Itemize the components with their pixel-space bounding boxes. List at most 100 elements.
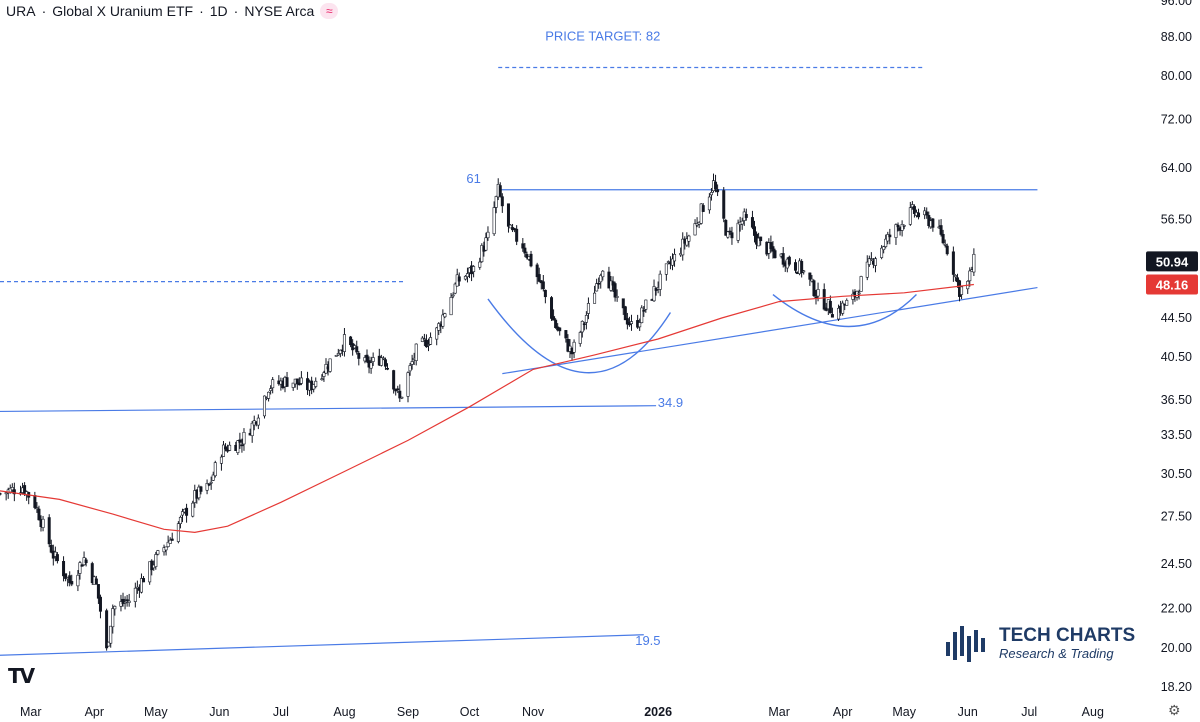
market-status-icon[interactable]: ≈ — [320, 3, 339, 19]
candle-body — [509, 224, 513, 229]
price-tick-label: 22.00 — [1161, 602, 1192, 616]
candle-body — [537, 274, 541, 282]
candle-body — [506, 203, 510, 227]
candle-body — [625, 318, 629, 325]
candle-body — [652, 286, 656, 302]
candle-body — [724, 220, 728, 236]
price-badge — [1146, 251, 1198, 272]
candle-body — [816, 289, 820, 297]
candle-body — [84, 559, 88, 564]
time-tick-label: Mar — [768, 705, 790, 719]
candle-body — [960, 286, 964, 295]
candle-body — [191, 502, 195, 517]
candle-body — [166, 541, 170, 547]
candles-layer — [0, 173, 976, 651]
candle-body — [550, 297, 554, 319]
candle-body — [521, 243, 525, 249]
candle-body — [716, 189, 720, 193]
candle-body — [578, 332, 582, 344]
rounding-bottom-arc — [772, 294, 917, 328]
candle-body — [972, 253, 976, 273]
candle-body — [178, 516, 182, 524]
brand-text: TECH CHARTS Research & Trading — [999, 626, 1135, 662]
candle-body — [199, 486, 203, 492]
candle-body — [322, 372, 326, 377]
price-tick-label: 40.50 — [1161, 350, 1192, 364]
candle-body — [154, 554, 158, 567]
time-tick-label: Sep — [397, 705, 419, 719]
candle-body — [824, 307, 828, 311]
candle-body — [681, 238, 685, 256]
candle-body — [465, 273, 469, 278]
candle-body — [314, 380, 318, 387]
candle-body — [943, 244, 947, 246]
annotation-label: 19.5 — [635, 633, 660, 648]
candle-body — [449, 297, 453, 316]
price-axis[interactable]: 96.00 88.00 80.00 72.00 64.00 56.50 44.50 40.50… — [1146, 0, 1198, 694]
candle-body — [554, 319, 558, 328]
candle-body — [865, 261, 869, 278]
rounding-bottom-arc — [487, 298, 672, 374]
candle-body — [910, 204, 914, 208]
candle-body — [107, 641, 111, 647]
interval-label: 1D — [209, 3, 228, 19]
price-tick-label: 33.50 — [1161, 428, 1192, 442]
candle-body — [94, 578, 98, 585]
candle-body — [917, 212, 921, 218]
candle-body — [492, 207, 496, 235]
candle-body — [357, 352, 361, 359]
candle-body — [523, 247, 527, 254]
annotation-labels-layer: PRICE TARGET: 82 61 34.9 19.5 — [466, 29, 683, 648]
candle-body — [769, 242, 773, 249]
candle-body — [139, 578, 143, 593]
chart-header[interactable]: URA · Global X Uranium ETF · 1D · NYSE A… — [6, 3, 339, 19]
candle-body — [472, 266, 476, 273]
candle-body — [105, 610, 109, 649]
candle-body — [837, 307, 841, 320]
candle-body — [607, 271, 611, 289]
candle-body — [515, 228, 519, 242]
candle-body — [334, 354, 338, 357]
candle-body — [381, 357, 385, 360]
candle-body — [558, 327, 562, 332]
candle-body — [328, 358, 332, 372]
time-axis[interactable]: Mar Apr May Jun Jul Aug Sep Oct Nov 2026 Mar Apr May… — [20, 705, 1104, 719]
candle-body — [349, 336, 353, 346]
candle-body — [41, 518, 45, 528]
trend-line — [502, 287, 1038, 375]
candle-body — [584, 315, 588, 323]
candle-body — [113, 605, 117, 610]
candle-body — [535, 264, 539, 278]
time-tick-label: Aug — [1082, 705, 1104, 719]
settings-icon[interactable]: ⚙ — [1168, 702, 1181, 718]
candle-body — [582, 323, 586, 326]
candle-body — [342, 334, 346, 352]
candle-body — [902, 225, 906, 227]
tradingview-logo[interactable]: TV — [8, 664, 35, 688]
time-tick-label: 2026 — [644, 705, 672, 719]
candle-body — [429, 337, 433, 345]
candle-body — [70, 581, 74, 585]
time-tick-label: Mar — [20, 705, 42, 719]
candle-body — [168, 539, 172, 544]
candle-body — [338, 349, 342, 354]
candle-body — [968, 270, 972, 282]
candle-body — [869, 258, 873, 260]
candle-body — [812, 280, 816, 297]
candle-body — [240, 444, 244, 447]
candle-body — [164, 546, 168, 551]
candle-body — [597, 282, 601, 285]
tech-charts-logo: TECH CHARTS Research & Trading — [945, 624, 1135, 664]
candle-body — [64, 573, 68, 579]
candle-body — [119, 601, 123, 607]
trendlines-layer — [0, 66, 1038, 656]
annotation-label: 34.9 — [658, 395, 683, 410]
candle-body — [365, 354, 369, 362]
candle-body — [666, 261, 670, 263]
candle-body — [236, 440, 240, 453]
candle-body — [267, 391, 271, 399]
candle-body — [269, 388, 273, 391]
candle-body — [802, 270, 806, 273]
annotation-label: 61 — [466, 171, 480, 186]
